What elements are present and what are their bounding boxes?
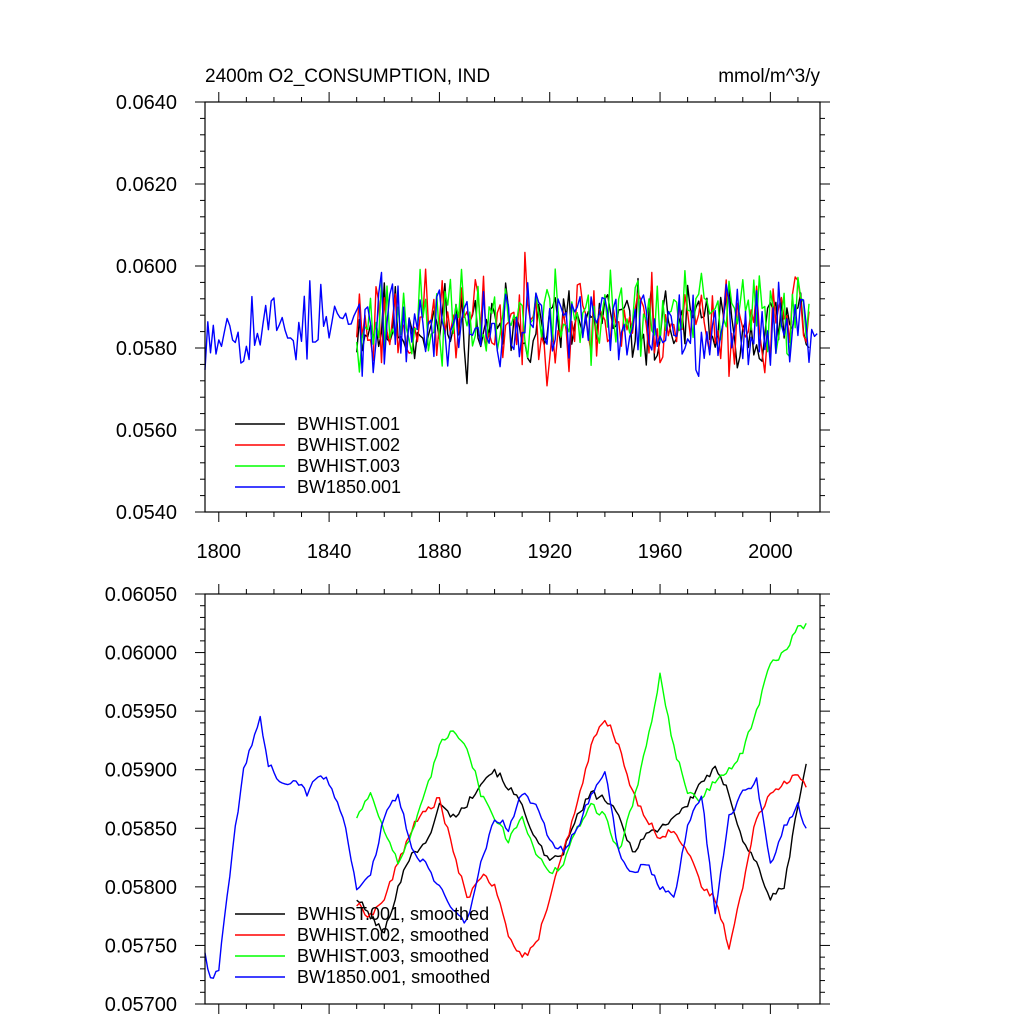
x-tick-label: 1800 bbox=[197, 541, 242, 563]
y-tick-label: 0.06000 bbox=[105, 643, 177, 665]
x-tick-label: 1840 bbox=[307, 541, 352, 563]
plot-frame bbox=[204, 593, 821, 1005]
legend-label: BW1850.001 bbox=[297, 477, 401, 497]
x-tick-label: 1960 bbox=[638, 541, 683, 563]
series-line-2-3 bbox=[356, 622, 807, 875]
bottom-chart-panel: 0.05700 0.05750 0.05800 0.05850 0.05900 0.059… bbox=[105, 584, 830, 1016]
x-tick-label: 1920 bbox=[527, 541, 572, 563]
legend-label: BWHIST.002, smoothed bbox=[297, 925, 489, 945]
legend-label: BW1850.001, smoothed bbox=[297, 967, 490, 987]
legend-label: BWHIST.001 bbox=[297, 414, 400, 434]
y-tick-label: 0.05700 bbox=[105, 994, 177, 1016]
y-tick-label: 0.05800 bbox=[105, 877, 177, 899]
y-tick-label: 0.05900 bbox=[105, 760, 177, 782]
chart-title: 2400m O2_CONSUMPTION, IND bbox=[205, 66, 490, 87]
y-tick-label: 0.05850 bbox=[105, 818, 177, 840]
y-tick-label: 0.0560 bbox=[116, 420, 177, 442]
legend-label: BWHIST.002 bbox=[297, 435, 400, 455]
legend-label: BWHIST.001, smoothed bbox=[297, 904, 489, 924]
legend-label: BWHIST.003, smoothed bbox=[297, 946, 489, 966]
plot-frame bbox=[204, 101, 821, 513]
series-line-2-4 bbox=[204, 715, 807, 979]
y-tick-label: 0.0640 bbox=[116, 92, 177, 114]
legend-label: BWHIST.003 bbox=[297, 456, 400, 476]
y-tick-label: 0.06050 bbox=[105, 584, 177, 606]
series-line-1-4 bbox=[204, 271, 818, 377]
series-line-1-2 bbox=[356, 251, 810, 387]
top-chart-panel: 1800 1840 1880 1920 1960 2000 0.0540 0.0560 0.05… bbox=[116, 66, 830, 563]
x-tick-label: 1880 bbox=[417, 541, 462, 563]
units-label: mmol/m^3/y bbox=[718, 66, 820, 87]
y-tick-label: 0.0620 bbox=[116, 174, 177, 196]
y-tick-label: 0.0540 bbox=[116, 502, 177, 524]
y-tick-label: 0.05950 bbox=[105, 701, 177, 723]
x-tick-label: 2000 bbox=[748, 541, 793, 563]
series-line-2-1 bbox=[356, 763, 807, 934]
y-tick-label: 0.0580 bbox=[116, 338, 177, 360]
y-tick-label: 0.0600 bbox=[116, 256, 177, 278]
y-tick-label: 0.05750 bbox=[105, 935, 177, 957]
series-line-2-2 bbox=[356, 719, 807, 958]
